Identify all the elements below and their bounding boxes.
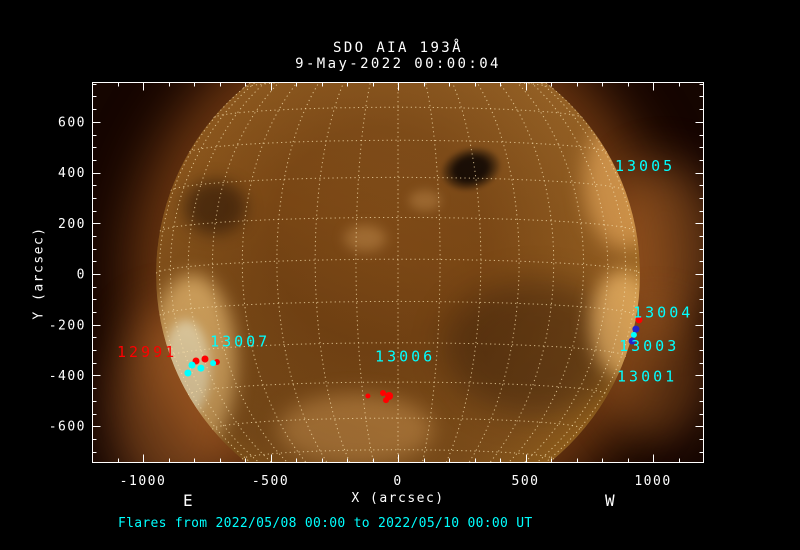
grid-line	[277, 476, 519, 483]
x-tick-label: -1000	[120, 474, 167, 489]
active-region-glow	[278, 394, 433, 463]
y-tick-label: -400	[49, 369, 86, 384]
dark-patch	[184, 180, 246, 234]
x-tick-label: -500	[252, 474, 289, 489]
surface-mottle	[409, 190, 441, 211]
coronal-hole	[436, 141, 506, 197]
instrument-title: SDO AIA 193Å	[333, 40, 463, 56]
grid-line	[356, 510, 440, 512]
y-tick-label: 0	[77, 268, 86, 283]
dark-patch	[444, 280, 629, 415]
x-tick-label: 0	[393, 474, 402, 489]
y-tick-label: -200	[49, 318, 86, 333]
x-axis-label: X (arcsec)	[351, 491, 445, 506]
x-tick-label: 500	[512, 474, 540, 489]
y-axis-label: Y (arcsec)	[31, 226, 47, 320]
sun-disk	[156, 82, 640, 463]
plot-title: SDO AIA 193Å 9-May-2022 00:00:04	[92, 40, 704, 72]
x-tick-label: 1000	[634, 474, 671, 489]
surface-mottle	[344, 225, 386, 252]
plot-area	[92, 82, 704, 463]
y-tick-label: 200	[58, 217, 86, 232]
y-tick-label: -600	[49, 420, 86, 435]
active-region-glow	[590, 270, 640, 378]
east-limb-label: E	[183, 491, 193, 510]
grid-line	[361, 33, 436, 34]
flare-period-caption: Flares from 2022/05/08 00:00 to 2022/05/…	[118, 516, 533, 531]
active-region-glow	[162, 320, 210, 418]
y-tick-label: 400	[58, 166, 86, 181]
observation-timestamp: 9-May-2022 00:00:04	[295, 56, 501, 72]
y-tick-label: 600	[58, 115, 86, 130]
west-limb-label: W	[605, 491, 615, 510]
active-region-glow	[584, 114, 640, 249]
